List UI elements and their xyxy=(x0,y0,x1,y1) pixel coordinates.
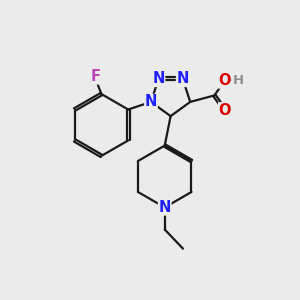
Text: N: N xyxy=(145,94,157,110)
Text: H: H xyxy=(232,74,244,87)
Text: F: F xyxy=(91,69,101,84)
Text: N: N xyxy=(152,71,165,86)
Text: N: N xyxy=(158,200,171,215)
Text: O: O xyxy=(219,73,231,88)
Text: N: N xyxy=(176,71,189,86)
Text: O: O xyxy=(219,103,231,118)
